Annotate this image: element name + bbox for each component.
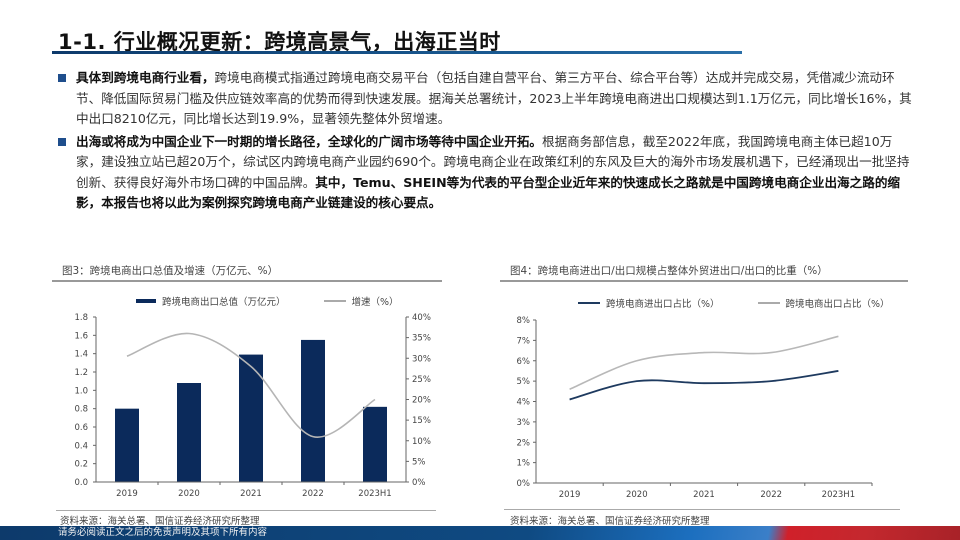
bullet-item: 具体到跨境电商行业看，跨境电商模式指通过跨境电商交易平台（包括自建自营平台、第三…: [56, 68, 916, 130]
svg-text:2019: 2019: [116, 489, 138, 499]
bullet-lead: 具体到跨境电商行业看，: [76, 70, 215, 85]
figure-rule: [500, 280, 908, 282]
square-bullet-icon: [58, 74, 66, 82]
line-swatch-icon: [323, 300, 346, 302]
figure-4: 图4：跨境电商进出口/出口规模占整体外贸进出口/出口的比重（%）: [500, 262, 908, 282]
svg-text:2020: 2020: [626, 490, 648, 500]
svg-text:1.0: 1.0: [74, 386, 88, 396]
bullet-lead: 出海或将成为中国企业下一时期的增长路径，全球化的广阔市场等待中国企业开拓。: [76, 133, 542, 149]
svg-text:0.2: 0.2: [74, 460, 88, 470]
svg-text:5%: 5%: [412, 457, 426, 467]
growth-line: [126, 332, 376, 438]
disclaimer-text: 请务必阅读正文之后的免责声明及其项下所有内容: [58, 527, 268, 538]
bar-swatch-icon: [136, 299, 156, 303]
square-bullet-icon: [58, 137, 66, 146]
svg-text:5%: 5%: [517, 377, 531, 387]
svg-text:4%: 4%: [517, 398, 531, 408]
bullet-item: 出海或将成为中国企业下一时期的增长路径，全球化的广阔市场等待中国企业开拓。根据商…: [56, 132, 916, 214]
svg-text:1.4: 1.4: [74, 350, 88, 360]
svg-text:1%: 1%: [517, 459, 531, 469]
figure-4-bottom-rule: [504, 509, 900, 510]
svg-text:0.6: 0.6: [74, 423, 88, 433]
slide-title: 1-1. 行业概况更新：跨境高景气，出海正当时: [58, 30, 501, 54]
right-y-axis: 40% 35% 30% 25% 20% 15% 10% 5% 0%: [405, 313, 431, 488]
figure-3-source: 资料来源：海关总署、国信证券经济研究所整理: [60, 516, 260, 527]
import-export-share-line: [569, 370, 839, 401]
share-of-trade-chart: 8% 7% 6% 5% 4% 3% 2% 1% 0% 2019 2020 2021 2022 2023H…: [517, 316, 873, 500]
light-line-swatch-icon: [757, 302, 780, 304]
svg-text:1.2: 1.2: [74, 368, 88, 378]
x-axis: 2019 2020 2021 2022 2023H1: [96, 481, 406, 499]
svg-text:10%: 10%: [412, 437, 431, 447]
legend-label: 增速（%）: [351, 297, 399, 308]
svg-text:0.0: 0.0: [74, 478, 88, 488]
export-share-line: [569, 335, 839, 391]
svg-text:15%: 15%: [412, 416, 431, 426]
bar: [239, 354, 263, 482]
figure-3-legend: 跨境电商出口总值（万亿元） 增速（%）: [136, 294, 399, 308]
svg-text:2022: 2022: [302, 489, 324, 499]
svg-text:1.6: 1.6: [74, 331, 88, 341]
svg-text:2020: 2020: [178, 489, 200, 499]
svg-text:0%: 0%: [412, 478, 426, 488]
dark-line-swatch-icon: [578, 302, 600, 304]
legend-label: 跨境电商进出口占比（%）: [606, 299, 720, 310]
svg-text:2021: 2021: [240, 489, 262, 499]
bullet-text: 跨境电商模式指通过跨境电商交易平台（包括自建自营平台、第三方平台、综合平台等）达…: [76, 70, 912, 126]
figure-4-source: 资料来源：海关总署、国信证券经济研究所整理: [510, 516, 710, 527]
svg-text:20%: 20%: [412, 396, 431, 406]
svg-text:2022: 2022: [760, 490, 782, 500]
figure-title: 图3：跨境电商出口总值及增速（万亿元、%）: [62, 265, 279, 277]
bar: [177, 383, 201, 482]
footer-bar: 请务必阅读正文之后的免责声明及其项下所有内容: [0, 526, 960, 540]
svg-text:40%: 40%: [412, 313, 431, 323]
svg-text:2%: 2%: [517, 438, 531, 448]
figure-3: 图3：跨境电商出口总值及增速（万亿元、%）: [52, 262, 442, 282]
bullet-highlight: 其中，Temu、SHEIN等为代表的平台型企业近年来的快速成长之路就是中国跨境电…: [76, 174, 901, 211]
x-axis: 2019 2020 2021 2022 2023H1: [536, 482, 873, 500]
svg-text:2021: 2021: [693, 490, 715, 500]
svg-text:30%: 30%: [412, 354, 431, 364]
left-y-axis: 1.8 1.6 1.4 1.2 1.0 0.8 0.6 0.4 0.2 0.0: [74, 313, 97, 488]
svg-text:1.8: 1.8: [74, 313, 88, 323]
svg-text:7%: 7%: [517, 336, 531, 346]
bar: [363, 406, 387, 482]
svg-text:2023H1: 2023H1: [822, 490, 855, 500]
title-underline: [52, 51, 742, 54]
svg-text:0.8: 0.8: [74, 405, 88, 415]
figure-title: 图4：跨境电商进出口/出口规模占整体外贸进出口/出口的比重（%）: [510, 265, 828, 277]
svg-text:0%: 0%: [517, 479, 531, 489]
svg-text:2023H1: 2023H1: [358, 489, 391, 499]
svg-text:6%: 6%: [517, 357, 531, 367]
svg-text:0.4: 0.4: [74, 441, 88, 451]
svg-text:25%: 25%: [412, 375, 431, 385]
legend-label: 跨境电商出口占比（%）: [785, 299, 890, 310]
figure-rule: [52, 280, 442, 282]
export-value-chart: 1.8 1.6 1.4 1.2 1.0 0.8 0.6 0.4 0.2 0.0 40% 35% 30%…: [74, 313, 431, 499]
legend-label: 跨境电商出口总值（万亿元）: [162, 297, 286, 308]
y-axis: 8% 7% 6% 5% 4% 3% 2% 1% 0%: [517, 316, 537, 489]
svg-text:35%: 35%: [412, 334, 431, 344]
svg-text:8%: 8%: [517, 316, 531, 326]
svg-text:3%: 3%: [517, 418, 531, 428]
bar: [115, 408, 139, 482]
bullet-list: 具体到跨境电商行业看，跨境电商模式指通过跨境电商交易平台（包括自建自营平台、第三…: [56, 68, 916, 216]
bar-series: [115, 339, 387, 482]
bullet-text: 根据商务部信息，截至2022年底，我国跨境电商主体已超10万家，建设独立站已超2…: [76, 133, 910, 190]
figure-3-bottom-rule: [56, 510, 436, 511]
bar: [301, 339, 325, 482]
svg-text:2019: 2019: [559, 490, 581, 500]
figure-4-legend: 跨境电商进出口占比（%） 跨境电商出口占比（%）: [578, 296, 890, 310]
